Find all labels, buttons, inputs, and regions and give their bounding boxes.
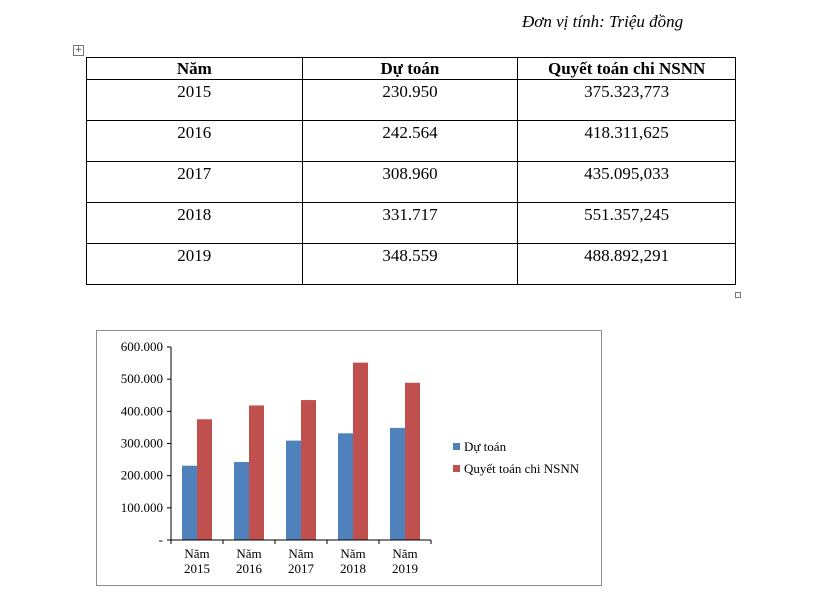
legend-swatch — [453, 465, 460, 472]
unit-note: Đơn vị tính: Triệu đồng — [522, 12, 684, 31]
y-tick-label: 300.000 — [121, 436, 163, 451]
bar-final-spending — [405, 382, 420, 540]
y-tick-label: 400.000 — [121, 403, 163, 418]
cell-estimate: 331.717 — [301, 202, 519, 244]
cell-year: 2019 — [86, 243, 303, 285]
cell-final-spending: 551.357,245 — [517, 202, 736, 244]
table-move-handle-icon[interactable]: + — [73, 45, 84, 56]
x-tick-label: 2016 — [236, 561, 263, 576]
legend-label: Dự toán — [464, 439, 507, 454]
x-tick-label: Năm — [340, 546, 365, 561]
bar-estimate — [338, 433, 353, 540]
cell-final-spending: 375.323,773 — [517, 79, 736, 121]
x-tick-label: 2015 — [184, 561, 210, 576]
cell-year: 2018 — [86, 202, 303, 244]
y-tick-label: - — [159, 532, 163, 547]
y-tick-label: 500.000 — [121, 371, 163, 386]
cell-estimate: 230.950 — [301, 79, 519, 121]
x-tick-label: Năm — [288, 546, 313, 561]
bar-estimate — [182, 465, 197, 540]
table-row: 2017 308.960 435.095,033 — [86, 161, 736, 203]
table-row: 2019 348.559 488.892,291 — [86, 243, 736, 285]
bar-final-spending — [197, 419, 212, 540]
cell-year: 2017 — [86, 161, 303, 203]
x-tick-label: Năm — [184, 546, 209, 561]
cell-estimate: 348.559 — [301, 243, 519, 285]
x-tick-label: Năm — [392, 546, 417, 561]
bar-estimate — [390, 427, 405, 540]
cell-final-spending: 435.095,033 — [517, 161, 736, 203]
table-row: 2016 242.564 418.311,625 — [86, 120, 736, 162]
table-header-row: Năm Dự toán Quyết toán chi NSNN — [86, 57, 736, 80]
y-tick-label: 100.000 — [121, 500, 163, 515]
bar-estimate — [234, 461, 249, 540]
x-tick-label: Năm — [236, 546, 261, 561]
cell-year: 2016 — [86, 120, 303, 162]
legend-label: Quyết toán chi NSNN — [464, 461, 580, 476]
header-final-spending: Quyết toán chi NSNN — [517, 57, 736, 80]
y-tick-label: 600.000 — [121, 339, 163, 354]
cell-final-spending: 418.311,625 — [517, 120, 736, 162]
cell-final-spending: 488.892,291 — [517, 243, 736, 285]
cell-estimate: 308.960 — [301, 161, 519, 203]
bar-final-spending — [249, 405, 264, 540]
budget-bar-chart: - 100.000 200.000 300.000 400.000 500.000 600.… — [121, 339, 580, 576]
cell-year: 2015 — [86, 79, 303, 121]
legend-swatch — [453, 443, 460, 450]
y-tick-label: 200.000 — [121, 468, 163, 483]
header-estimate: Dự toán — [301, 57, 519, 80]
x-tick-label: 2019 — [392, 561, 418, 576]
header-year: Năm — [86, 57, 303, 80]
chart-frame: - 100.000 200.000 300.000 400.000 500.000 600.… — [96, 330, 602, 586]
bar-final-spending — [353, 362, 368, 540]
x-tick-label: 2017 — [288, 561, 315, 576]
bar-final-spending — [301, 400, 316, 540]
table-resize-handle[interactable] — [735, 292, 741, 298]
x-tick-label: 2018 — [340, 561, 366, 576]
bar-estimate — [286, 440, 301, 540]
budget-table: Năm Dự toán Quyết toán chi NSNN 2015 230… — [86, 57, 736, 285]
table-row: 2015 230.950 375.323,773 — [86, 79, 736, 121]
cell-estimate: 242.564 — [301, 120, 519, 162]
table-row: 2018 331.717 551.357,245 — [86, 202, 736, 244]
